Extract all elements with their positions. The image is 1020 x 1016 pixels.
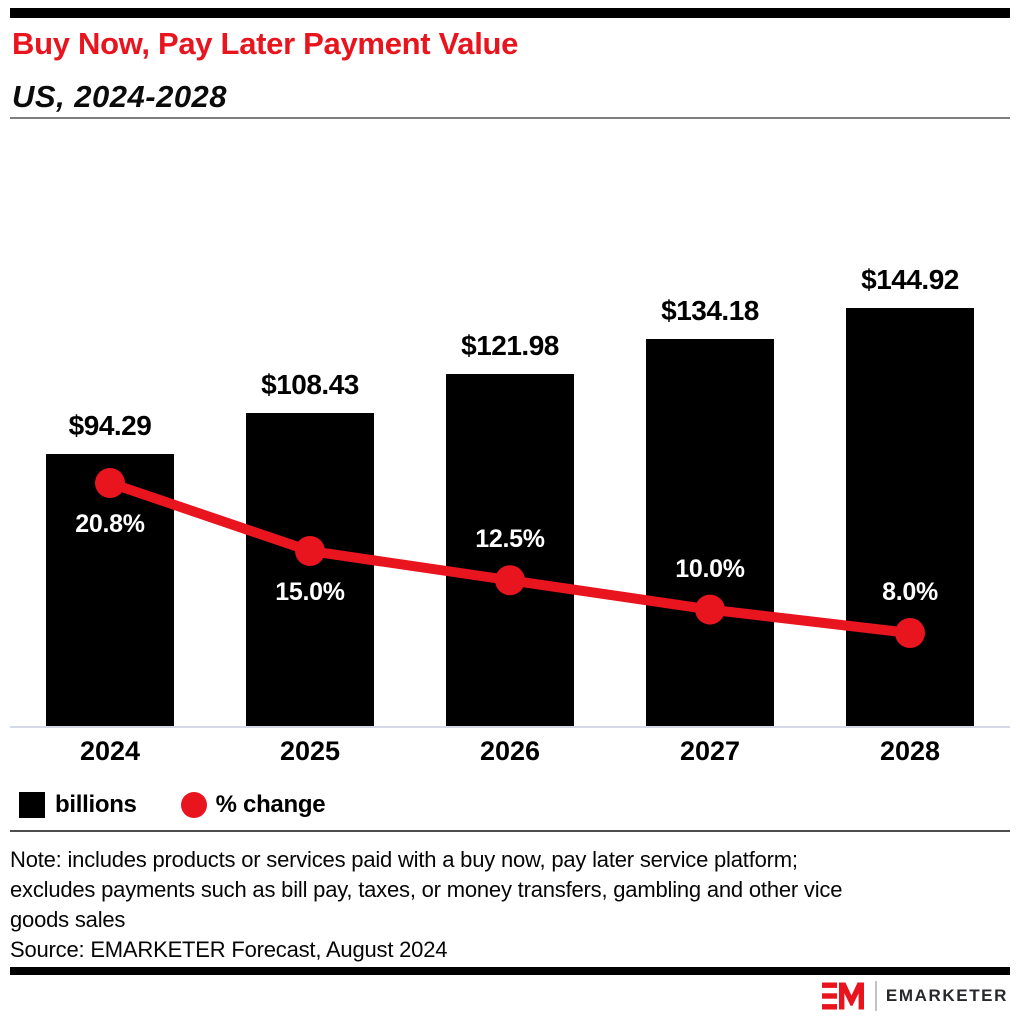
bottom-accent-bar (10, 967, 1010, 975)
year-label-2028: 2028 (879, 736, 941, 766)
x-axis-line (10, 726, 1010, 728)
bar-value-2027: $134.18 (661, 295, 759, 327)
bar-value-2025: $108.43 (261, 369, 359, 401)
legend-swatch-pct-change (180, 792, 207, 818)
header-divider (10, 117, 1010, 119)
logo-divider (874, 981, 877, 1011)
top-accent-bar (10, 8, 1010, 18)
legend-label-pct-change: % change (215, 791, 326, 818)
year-label-2026: 2026 (479, 736, 541, 766)
source-text: Source: EMARKETER Forecast, August 2024 (10, 937, 448, 962)
emarketer-em-icon (821, 982, 864, 1010)
legend-divider (10, 830, 1010, 832)
pct-change-dot-2028 (895, 618, 925, 649)
pct-change-line (108, 478, 911, 638)
pct-change-dot-2025 (295, 535, 325, 566)
emarketer-logo: EMARKETER (821, 981, 1008, 1011)
bar-value-2026: $121.98 (461, 330, 559, 362)
note-line-3: goods sales (10, 907, 126, 932)
bar-value-2028: $144.92 (861, 264, 959, 296)
emarketer-wordmark: EMARKETER (885, 986, 1008, 1005)
pct-label-2025: 15.0% (275, 577, 345, 606)
chart-subtitle: US, 2024-2028 (12, 79, 228, 114)
year-label-2027: 2027 (679, 736, 741, 766)
bar-2024 (46, 454, 174, 726)
legend-label-billions: billions (55, 791, 137, 818)
pct-change-dot-2024 (95, 468, 125, 498)
pct-label-2024: 20.8% (75, 510, 145, 538)
note-line-2: excludes payments such as bill pay, taxe… (10, 877, 843, 902)
pct-label-2028: 8.0% (882, 578, 938, 607)
pct-change-dot-2026 (495, 565, 525, 596)
bar-2026 (446, 374, 574, 726)
year-label-2024: 2024 (79, 736, 141, 766)
bar-2028 (846, 308, 974, 726)
note-line-1: Note: includes products or services paid… (10, 847, 798, 872)
pct-label-2026: 12.5% (475, 525, 545, 554)
bar-2025 (246, 413, 374, 726)
year-label-2025: 2025 (279, 736, 341, 766)
pct-change-dot-2027 (695, 594, 725, 625)
bar-2027 (646, 339, 774, 726)
chart-title: Buy Now, Pay Later Payment Value (12, 26, 519, 61)
chart-legend: billions % change (19, 791, 326, 819)
pct-label-2027: 10.0% (675, 554, 745, 583)
note-text: Note: includes products or services paid… (10, 845, 842, 935)
legend-swatch-billions (19, 792, 45, 818)
bar-value-2024: $94.29 (68, 410, 152, 442)
